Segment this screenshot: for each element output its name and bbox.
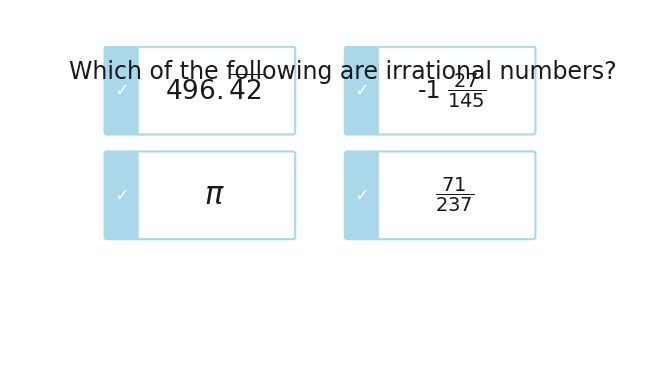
Text: $\pi$: $\pi$ — [204, 181, 225, 210]
FancyBboxPatch shape — [345, 47, 535, 134]
Text: Which of the following are irrational numbers?: Which of the following are irrational nu… — [69, 60, 617, 84]
Bar — [362, 49, 377, 132]
Bar — [122, 154, 136, 237]
FancyBboxPatch shape — [345, 47, 379, 134]
Text: ✓: ✓ — [114, 187, 129, 205]
FancyBboxPatch shape — [104, 151, 138, 239]
Text: ✓: ✓ — [355, 187, 369, 205]
FancyBboxPatch shape — [345, 151, 535, 239]
Text: $\dfrac{27}{145}$: $\dfrac{27}{145}$ — [447, 72, 486, 110]
Text: ✓: ✓ — [355, 82, 369, 100]
FancyBboxPatch shape — [104, 47, 138, 134]
FancyBboxPatch shape — [345, 151, 379, 239]
Text: $\dfrac{71}{237}$: $\dfrac{71}{237}$ — [436, 176, 474, 214]
Text: $496.\overline{42}$: $496.\overline{42}$ — [165, 75, 264, 106]
Text: ✓: ✓ — [114, 82, 129, 100]
Text: -1: -1 — [417, 79, 441, 103]
Bar — [122, 49, 136, 132]
Bar — [362, 154, 377, 237]
FancyBboxPatch shape — [104, 151, 295, 239]
FancyBboxPatch shape — [104, 47, 295, 134]
